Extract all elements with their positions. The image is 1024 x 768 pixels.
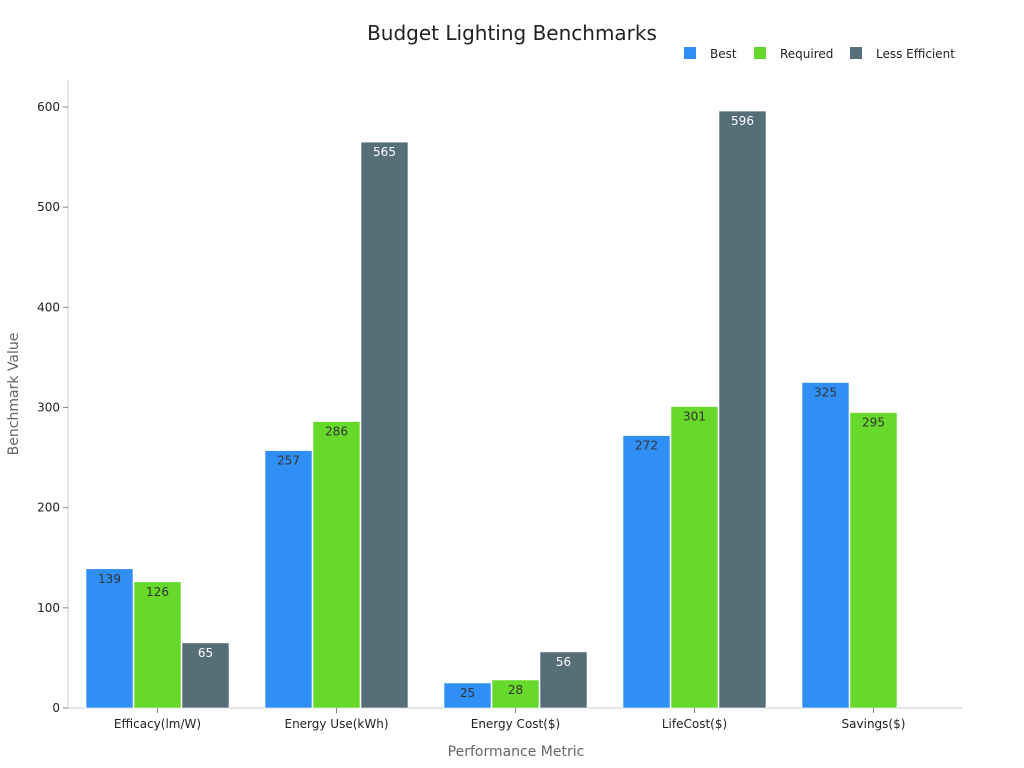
bar-less-efficient [539, 651, 588, 709]
bar-value-label: 565 [373, 145, 396, 159]
y-tick-label: 200 [37, 501, 60, 515]
bar-value-label: 596 [731, 114, 754, 128]
legend-swatch [850, 47, 862, 59]
legend-swatch [684, 47, 696, 59]
legend-label: Less Efficient [876, 47, 955, 61]
bar-best [85, 568, 134, 709]
bar-value-label: 286 [325, 425, 348, 439]
y-tick-label: 300 [37, 401, 60, 415]
bar-best [622, 435, 671, 709]
bar-less-efficient [360, 141, 409, 709]
x-tick-label: Savings($) [842, 717, 906, 731]
x-axis-ticks: Efficacy(lm/W) Energy Use(kWh) Energy Cost… [114, 708, 906, 731]
bars: 139 126 65 257 286 565 25 28 56 272 301 596 325 295 [85, 110, 898, 709]
bar-value-label: 28 [508, 683, 523, 697]
x-tick-label: Efficacy(lm/W) [114, 717, 201, 731]
bar-value-label: 65 [198, 646, 213, 660]
bar-value-label: 325 [814, 385, 837, 399]
y-tick-label: 600 [37, 100, 60, 114]
legend: Best Required Less Efficient [684, 47, 955, 61]
bar-value-label: 301 [683, 410, 706, 424]
y-axis-title: Benchmark Value [6, 333, 22, 456]
x-tick-label: LifeCost($) [662, 717, 727, 731]
bar-best [264, 450, 313, 709]
x-tick-label: Energy Use(kWh) [284, 717, 388, 731]
bar-required [133, 581, 182, 709]
y-tick-label: 100 [37, 601, 60, 615]
x-axis-title: Performance Metric [448, 744, 585, 760]
bar-value-label: 56 [556, 655, 571, 669]
bar-less-efficient [718, 110, 767, 709]
legend-swatch [754, 47, 766, 59]
y-tick-label: 400 [37, 300, 60, 314]
bar-less-efficient [181, 642, 230, 709]
bar-value-label: 139 [98, 572, 121, 586]
legend-label: Best [710, 47, 737, 61]
bar-value-label: 257 [277, 454, 300, 468]
y-tick-label: 0 [52, 701, 60, 715]
bar-best [443, 682, 492, 709]
bar-value-label: 25 [460, 686, 475, 700]
y-tick-label: 500 [37, 200, 60, 214]
bar-required [670, 406, 719, 709]
x-tick-label: Energy Cost($) [471, 717, 561, 731]
y-axis-ticks: 0 100 200 300 400 500 600 [37, 100, 68, 715]
bar-best [801, 382, 850, 709]
bar-value-label: 126 [146, 585, 169, 599]
bar-value-label: 272 [635, 439, 658, 453]
bar-value-label: 295 [862, 416, 885, 430]
legend-label: Required [780, 47, 833, 61]
chart-title: Budget Lighting Benchmarks [367, 21, 657, 45]
bar-required [849, 412, 898, 709]
bar-required [312, 421, 361, 709]
